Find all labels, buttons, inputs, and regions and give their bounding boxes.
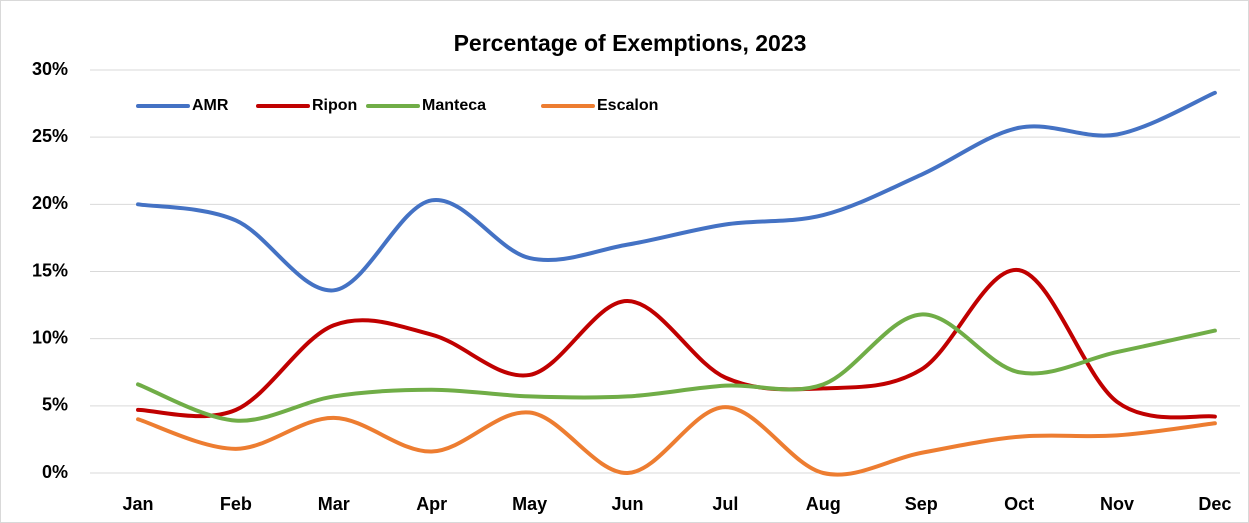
legend-label: Manteca	[422, 97, 486, 114]
x-tick-label: Feb	[220, 494, 252, 514]
x-tick-label: Dec	[1198, 494, 1231, 514]
y-tick-label: 5%	[42, 395, 68, 415]
chart-title: Percentage of Exemptions, 2023	[454, 30, 807, 56]
legend-label: Escalon	[597, 97, 658, 114]
y-tick-label: 30%	[32, 59, 68, 79]
legend-label: Ripon	[312, 97, 357, 114]
series-line	[136, 90, 1217, 293]
x-tick-label: Sep	[905, 494, 938, 514]
series-line	[136, 312, 1217, 423]
x-tick-label: Nov	[1100, 494, 1134, 514]
x-tick-label: Aug	[806, 494, 841, 514]
y-tick-label: 0%	[42, 462, 68, 482]
y-tick-label: 20%	[32, 193, 68, 213]
legend-label: AMR	[192, 97, 229, 114]
y-tick-label: 10%	[32, 327, 68, 347]
x-tick-label: Jan	[122, 494, 153, 514]
x-tick-label: Apr	[416, 494, 447, 514]
x-tick-label: Jul	[712, 494, 738, 514]
y-tick-label: 25%	[32, 126, 68, 146]
y-tick-label: 15%	[32, 260, 68, 280]
series-line	[136, 268, 1217, 420]
x-tick-label: May	[512, 494, 547, 514]
x-tick-label: Mar	[318, 494, 350, 514]
x-tick-label: Jun	[611, 494, 643, 514]
series-line	[136, 405, 1217, 477]
x-tick-label: Oct	[1004, 494, 1034, 514]
